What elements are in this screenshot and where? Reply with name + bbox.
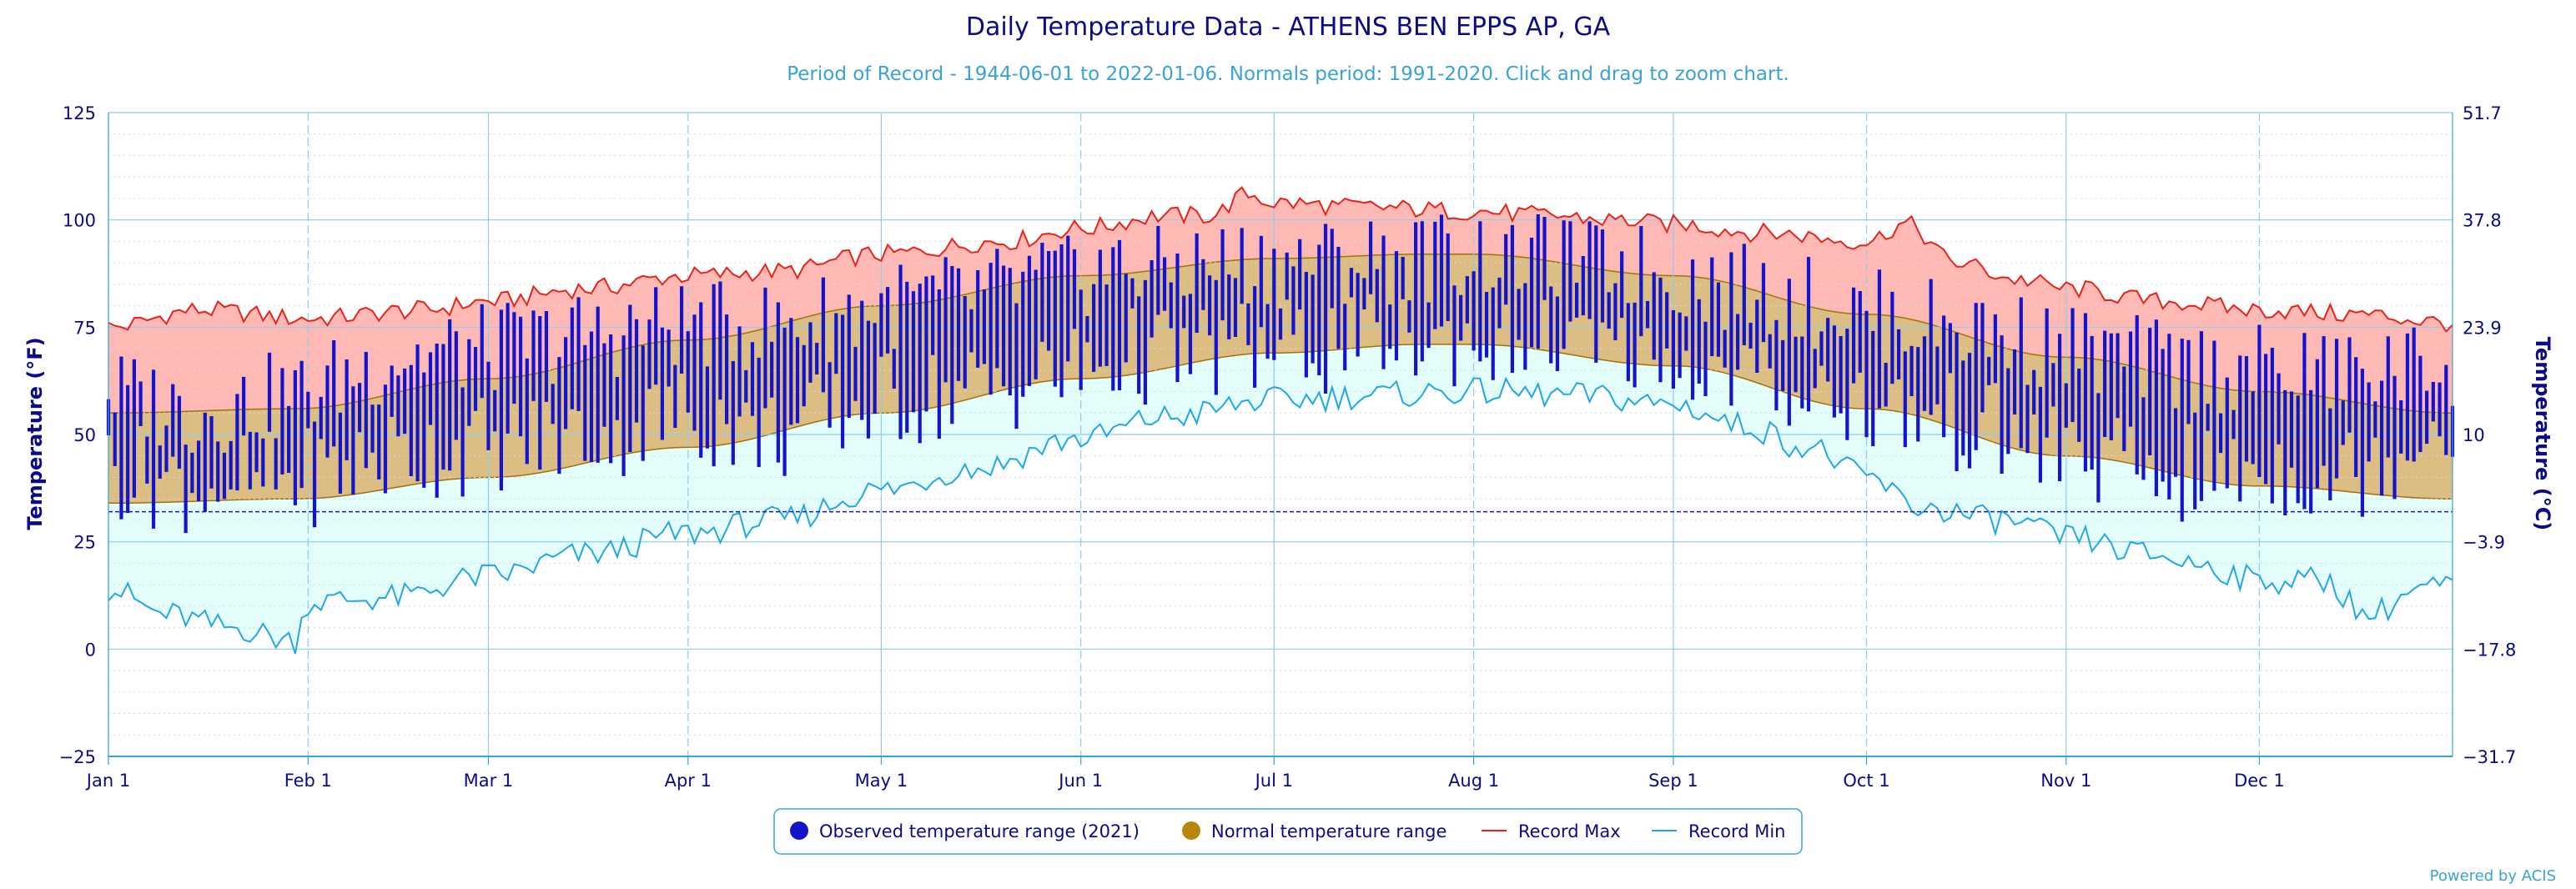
y-tick-label-right: −31.7 [2463, 747, 2516, 767]
chart-title: Daily Temperature Data - ATHENS BEN EPPS… [966, 13, 1611, 42]
y-tick-label-right: −17.8 [2463, 640, 2516, 660]
y-tick-label-right: 37.8 [2463, 211, 2502, 231]
x-tick-label: Jun 1 [1057, 771, 1103, 791]
y-tick-label-right: −3.9 [2463, 533, 2505, 553]
y-tick-label-left: −25 [59, 747, 96, 767]
y-axis-title-left: Temperature (°F) [23, 337, 47, 530]
y-tick-label-left: 125 [63, 103, 96, 123]
legend-item-record-min[interactable]: Record Min [1652, 821, 1786, 841]
x-tick-label: Apr 1 [665, 771, 712, 791]
y-tick-label-right: 10 [2463, 425, 2485, 445]
legend-box [773, 808, 1803, 855]
legend: Observed temperature range (2021) Normal… [773, 808, 1803, 855]
x-tick-label: Dec 1 [2234, 771, 2285, 791]
legend-symbol-normal [1182, 821, 1200, 840]
x-tick-label: Aug 1 [1448, 771, 1499, 791]
y-tick-label-left: 100 [63, 211, 96, 231]
x-tick-label: Sep 1 [1648, 771, 1698, 791]
legend-item-record-max[interactable]: Record Max [1482, 821, 1621, 841]
x-tick-label: Jan 1 [85, 771, 130, 791]
legend-label-record-min: Record Min [1688, 821, 1786, 841]
x-tick-label: Mar 1 [464, 771, 514, 791]
x-tick-label: Jul 1 [1254, 771, 1293, 791]
y-tick-label-left: 50 [73, 425, 96, 445]
record-max-line [108, 186, 2453, 333]
legend-label-normal: Normal temperature range [1211, 821, 1446, 841]
y-tick-label-left: 25 [73, 533, 96, 553]
chart-subtitle: Period of Record - 1944-06-01 to 2022-01… [787, 63, 1789, 85]
normal-max-line [108, 254, 2453, 414]
y-tick-label-right: 23.9 [2463, 318, 2502, 338]
legend-item-normal[interactable]: Normal temperature range [1182, 821, 1446, 841]
y-tick-label-left: 75 [73, 318, 96, 338]
y-tick-label-right: 51.7 [2463, 103, 2502, 123]
x-tick-label: May 1 [855, 771, 908, 791]
y-tick-label-left: 0 [85, 640, 96, 660]
x-tick-label: Feb 1 [284, 771, 332, 791]
x-tick-label: Nov 1 [2040, 771, 2091, 791]
x-tick-label: Oct 1 [1843, 771, 1889, 791]
record-min-line [108, 376, 2453, 655]
credits-link[interactable]: Powered by ACIS [2430, 867, 2556, 885]
legend-label-observed: Observed temperature range (2021) [819, 821, 1140, 841]
legend-symbol-observed [790, 821, 808, 840]
legend-item-observed[interactable]: Observed temperature range (2021) [790, 821, 1140, 841]
y-axis-title-right: Temperature (°C) [2531, 337, 2554, 531]
plot-area[interactable] [106, 112, 2455, 757]
legend-label-record-max: Record Max [1518, 821, 1621, 841]
